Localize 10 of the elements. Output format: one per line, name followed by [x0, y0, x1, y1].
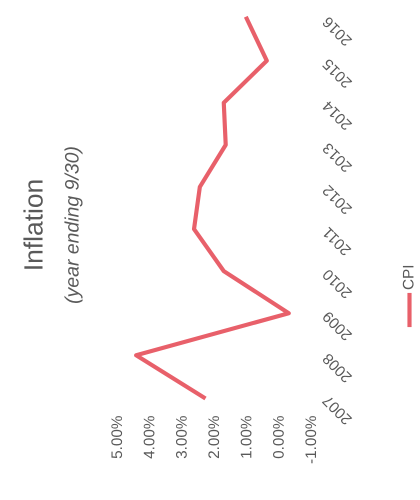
text: Inflation	[23, 180, 43, 269]
x-tick-label: 4.00%	[144, 416, 154, 459]
x-tick-label: -1.00%	[305, 416, 316, 464]
x-tick-label: 0.00%	[273, 416, 284, 458]
text: (year ending 9/30)	[64, 147, 83, 303]
x-tick-label: 5.00%	[111, 416, 122, 458]
text: CPI	[402, 266, 414, 290]
x-tick-label: 2.00%	[208, 416, 220, 458]
x-tick-label: 3.00%	[176, 416, 187, 458]
x-tick-label: 1.00%	[240, 416, 252, 458]
